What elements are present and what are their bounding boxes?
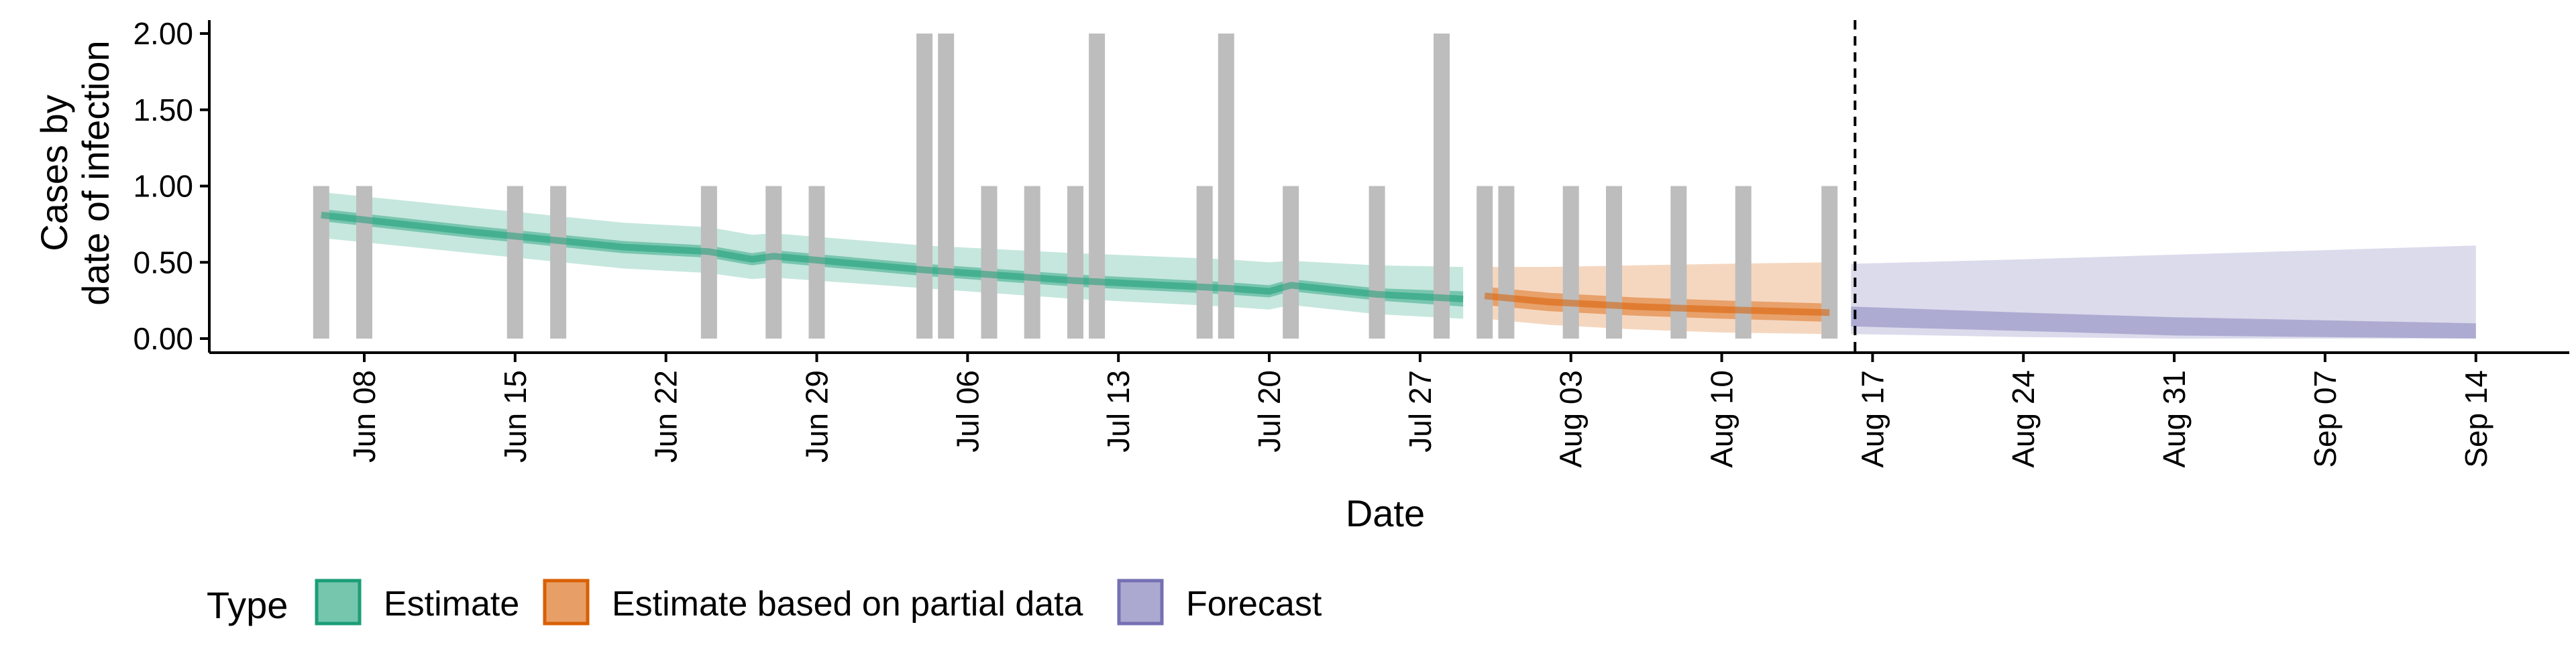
reported-case-bar	[1477, 186, 1493, 339]
band-90-2	[1851, 245, 2476, 339]
reported-case-bar	[765, 186, 782, 339]
y-axis-title-line: Cases by	[33, 95, 75, 251]
y-tick-label: 2.00	[133, 16, 193, 51]
reported-case-bar	[1606, 186, 1622, 339]
x-tick-label: Jun 15	[498, 370, 533, 463]
x-tick-label: Aug 10	[1705, 370, 1739, 468]
x-tick-label: Jul 20	[1252, 370, 1287, 453]
band-50-0	[321, 209, 1464, 307]
reported-case-bar	[981, 186, 998, 339]
legend: Type Estimate Estimate based on partial d…	[207, 579, 1322, 626]
median-layer	[321, 211, 1830, 316]
median-line-0	[321, 211, 1464, 302]
y-tick-label: 0.00	[133, 321, 193, 356]
legend-swatch	[1117, 579, 1164, 626]
reported-case-bar	[1024, 186, 1040, 339]
x-axis-title: Date	[1346, 492, 1425, 534]
reported-case-bar	[1562, 186, 1579, 339]
x-tick-label: Aug 17	[1855, 370, 1890, 468]
reported-case-bar	[916, 34, 933, 339]
bar-layer	[313, 34, 1838, 339]
y-axis-title: Cases bydate of infection	[33, 40, 117, 305]
x-tick-label: Aug 24	[2006, 370, 2041, 468]
reported-case-bar	[700, 186, 717, 339]
x-tick-label: Aug 03	[1554, 370, 1589, 468]
band-layer	[321, 192, 2476, 339]
legend-title: Type	[207, 584, 288, 626]
axes-layer: 0.00 0.50 1.00 1.50 2.00 Jun 08 Jun 15 Jun 22 Ju…	[133, 16, 2569, 468]
x-tick-label: Jun 08	[347, 370, 382, 463]
reported-case-bar	[1089, 34, 1106, 339]
reported-case-bar	[1670, 186, 1687, 339]
x-tick-label: Jul 06	[950, 370, 985, 453]
reported-case-bar	[1368, 186, 1385, 339]
y-tick-label: 1.00	[133, 169, 193, 204]
reported-case-bar	[1067, 186, 1083, 339]
reported-case-bar	[506, 186, 523, 339]
legend-swatch	[543, 579, 590, 626]
reported-case-bar	[1218, 34, 1234, 339]
x-tick-label: Jul 13	[1101, 370, 1136, 453]
reported-case-bar	[313, 186, 329, 339]
x-tick-label: Jul 27	[1403, 370, 1438, 453]
y-tick-label: 1.50	[133, 93, 193, 127]
legend-label: Forecast	[1186, 585, 1322, 624]
x-tick-label: Sep 07	[2308, 370, 2343, 468]
legend-swatch	[315, 579, 362, 626]
x-tick-label: Jun 29	[800, 370, 835, 463]
legend-label: Estimate	[384, 585, 519, 624]
reported-case-bar	[356, 186, 372, 339]
reported-case-bar	[1434, 34, 1450, 339]
reported-case-bar	[1735, 186, 1752, 339]
y-tick-label: 0.50	[133, 245, 193, 280]
y-axis-title-line: date of infection	[74, 40, 117, 305]
x-tick-label: Sep 14	[2459, 370, 2493, 468]
x-tick-label: Aug 31	[2157, 370, 2192, 468]
reported-case-bar	[550, 186, 567, 339]
legend-label: Estimate based on partial data	[612, 585, 1083, 624]
reported-case-bar	[938, 34, 955, 339]
band-50-2	[1851, 306, 2476, 339]
reported-case-bar	[1498, 186, 1515, 339]
x-tick-label: Jun 22	[649, 370, 684, 463]
reported-case-bar	[1283, 186, 1299, 339]
reported-case-bar	[1196, 186, 1213, 339]
median-line-1	[1484, 292, 1830, 316]
